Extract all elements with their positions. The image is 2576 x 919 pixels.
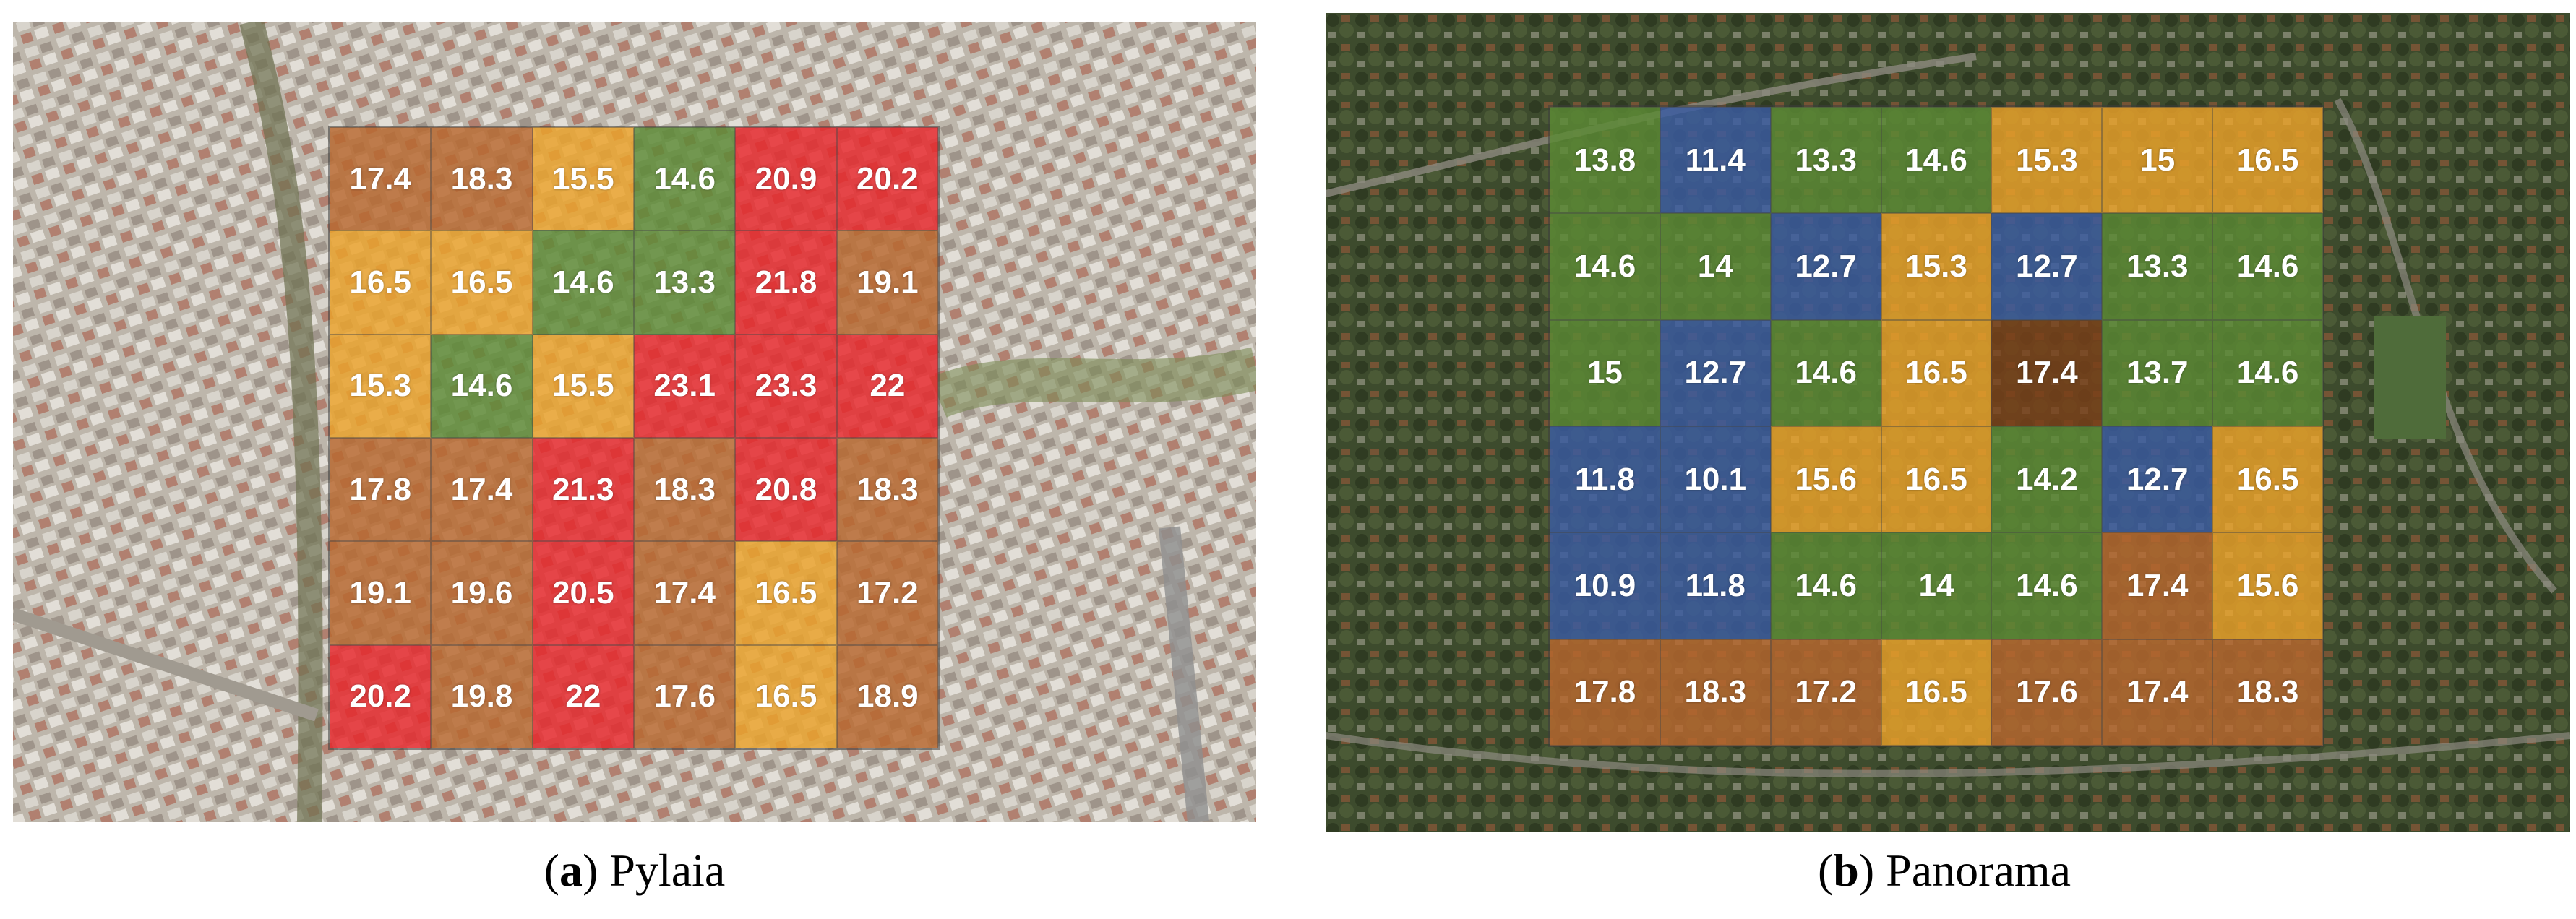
grid-cell-b-r1-c1: 13.8 <box>1550 107 1660 214</box>
grid-cell-a-r2-c1: 16.5 <box>330 230 432 335</box>
grid-cell-a-r4-c4: 18.3 <box>633 437 736 542</box>
grid-cell-a-r2-c5: 21.8 <box>735 230 837 335</box>
grid-cell-a-r1-c1: 17.4 <box>330 127 432 231</box>
grid-cell-a-r6-c6: 18.9 <box>836 644 938 748</box>
grid-cell-b-r4-c5: 14.2 <box>1991 426 2103 533</box>
grid-cell-a-r3-c5: 23.3 <box>735 334 837 438</box>
grid-cell-b-r3-c5: 17.4 <box>1991 319 2103 426</box>
grid-cell-b-r3-c6: 13.7 <box>2102 319 2213 426</box>
grid-cell-a-r4-c6: 18.3 <box>836 437 938 542</box>
grid-cell-b-r6-c7: 18.3 <box>2212 639 2323 746</box>
grid-cell-a-r1-c4: 14.6 <box>633 127 736 231</box>
grid-cell-a-r4-c1: 17.8 <box>330 437 432 542</box>
grid-cell-b-r4-c6: 12.7 <box>2102 426 2213 533</box>
grid-cell-a-r6-c2: 19.8 <box>431 644 533 748</box>
grid-cell-b-r4-c4: 16.5 <box>1881 426 1992 533</box>
grid-cell-b-r6-c3: 17.2 <box>1770 639 1881 746</box>
grid-cell-b-r5-c2: 11.8 <box>1660 532 1771 639</box>
grid-cell-a-r2-c3: 14.6 <box>532 230 634 335</box>
grid-cell-b-r3-c4: 16.5 <box>1881 319 1992 426</box>
grid-cell-a-r5-c1: 19.1 <box>330 541 432 645</box>
grid-cell-b-r5-c1: 10.9 <box>1550 532 1660 639</box>
grid-cell-b-r6-c5: 17.6 <box>1991 639 2103 746</box>
caption-b-letter: b <box>1833 845 1859 896</box>
temperature-grid-pylaia: 17.4 18.3 15.5 14.6 20.9 20.2 16.5 16.5 14.6 13.3… <box>328 126 940 750</box>
grid-cell-b-r1-c7: 16.5 <box>2212 107 2323 214</box>
grid-cell-a-r5-c4: 17.4 <box>633 541 736 645</box>
grid-cell-b-r3-c2: 12.7 <box>1660 319 1771 426</box>
grid-cell-a-r4-c2: 17.4 <box>431 437 533 542</box>
grid-cell-b-r1-c6: 15 <box>2102 107 2213 214</box>
grid-cell-b-r2-c2: 14 <box>1660 213 1771 320</box>
grid-cell-b-r1-c5: 15.3 <box>1991 107 2103 214</box>
grid-cell-a-r2-c6: 19.1 <box>836 230 938 335</box>
grid-cell-a-r5-c5: 16.5 <box>735 541 837 645</box>
grid-cell-b-r6-c1: 17.8 <box>1550 639 1660 746</box>
grid-cell-b-r2-c5: 12.7 <box>1991 213 2103 320</box>
grid-cell-b-r6-c4: 16.5 <box>1881 639 1992 746</box>
grid-cell-a-r6-c3: 22 <box>532 644 634 748</box>
grid-cell-a-r6-c4: 17.6 <box>633 644 736 748</box>
caption-b: (b) Panorama <box>1817 845 2071 896</box>
grid-cell-b-r1-c4: 14.6 <box>1881 107 1992 214</box>
caption-a-name: Pylaia <box>609 845 726 896</box>
grid-cell-a-r1-c6: 20.2 <box>836 127 938 231</box>
grid-cell-a-r3-c6: 22 <box>836 334 938 438</box>
caption-b-name: Panorama <box>1886 845 2071 896</box>
grid-cell-b-r2-c7: 14.6 <box>2212 213 2323 320</box>
grid-cell-a-r4-c3: 21.3 <box>532 437 634 542</box>
grid-cell-a-r2-c2: 16.5 <box>431 230 533 335</box>
grid-cell-b-r3-c3: 14.6 <box>1770 319 1881 426</box>
grid-cell-b-r4-c2: 10.1 <box>1660 426 1771 533</box>
grid-cell-a-r3-c2: 14.6 <box>431 334 533 438</box>
grid-cell-b-r1-c2: 11.4 <box>1660 107 1771 214</box>
grid-cell-b-r4-c3: 15.6 <box>1770 426 1881 533</box>
grid-cell-b-r2-c4: 15.3 <box>1881 213 1992 320</box>
grid-cell-a-r3-c4: 23.1 <box>633 334 736 438</box>
grid-cell-a-r5-c2: 19.6 <box>431 541 533 645</box>
grid-cell-b-r6-c6: 17.4 <box>2102 639 2213 746</box>
grid-cell-a-r2-c4: 13.3 <box>633 230 736 335</box>
grid-cell-b-r5-c5: 14.6 <box>1991 532 2103 639</box>
grid-cell-b-r6-c2: 18.3 <box>1660 639 1771 746</box>
grid-cell-b-r3-c7: 14.6 <box>2212 319 2323 426</box>
grid-cell-b-r2-c3: 12.7 <box>1770 213 1881 320</box>
grid-cell-a-r3-c3: 15.5 <box>532 334 634 438</box>
grid-cell-a-r6-c1: 20.2 <box>330 644 432 748</box>
grid-cell-a-r5-c6: 17.2 <box>836 541 938 645</box>
grid-cell-a-r5-c3: 20.5 <box>532 541 634 645</box>
grid-cell-a-r4-c5: 20.8 <box>735 437 837 542</box>
temperature-grid-panorama: 13.8 11.4 13.3 14.6 15.3 15 16.5 14.6 14 12.7 15.3… <box>1548 105 2324 747</box>
grid-cell-b-r2-c1: 14.6 <box>1550 213 1660 320</box>
grid-cell-b-r5-c7: 15.6 <box>2212 532 2323 639</box>
grid-cell-b-r5-c3: 14.6 <box>1770 532 1881 639</box>
grid-cell-b-r4-c1: 11.8 <box>1550 426 1660 533</box>
grid-cell-b-r3-c1: 15 <box>1550 319 1660 426</box>
grid-cell-b-r2-c6: 13.3 <box>2102 213 2213 320</box>
grid-cell-b-r4-c7: 16.5 <box>2212 426 2323 533</box>
grid-cell-a-r1-c2: 18.3 <box>431 127 533 231</box>
grid-cell-a-r3-c1: 15.3 <box>330 334 432 438</box>
grid-cell-b-r5-c4: 14 <box>1881 532 1992 639</box>
caption-a: (a) Pylaia <box>544 845 726 896</box>
grid-cell-b-r1-c3: 13.3 <box>1770 107 1881 214</box>
grid-cell-a-r1-c5: 20.9 <box>735 127 837 231</box>
caption-a-letter: a <box>559 845 583 896</box>
grid-cell-b-r5-c6: 17.4 <box>2102 532 2213 639</box>
grid-cell-a-r1-c3: 15.5 <box>532 127 634 231</box>
grid-cell-a-r6-c5: 16.5 <box>735 644 837 748</box>
